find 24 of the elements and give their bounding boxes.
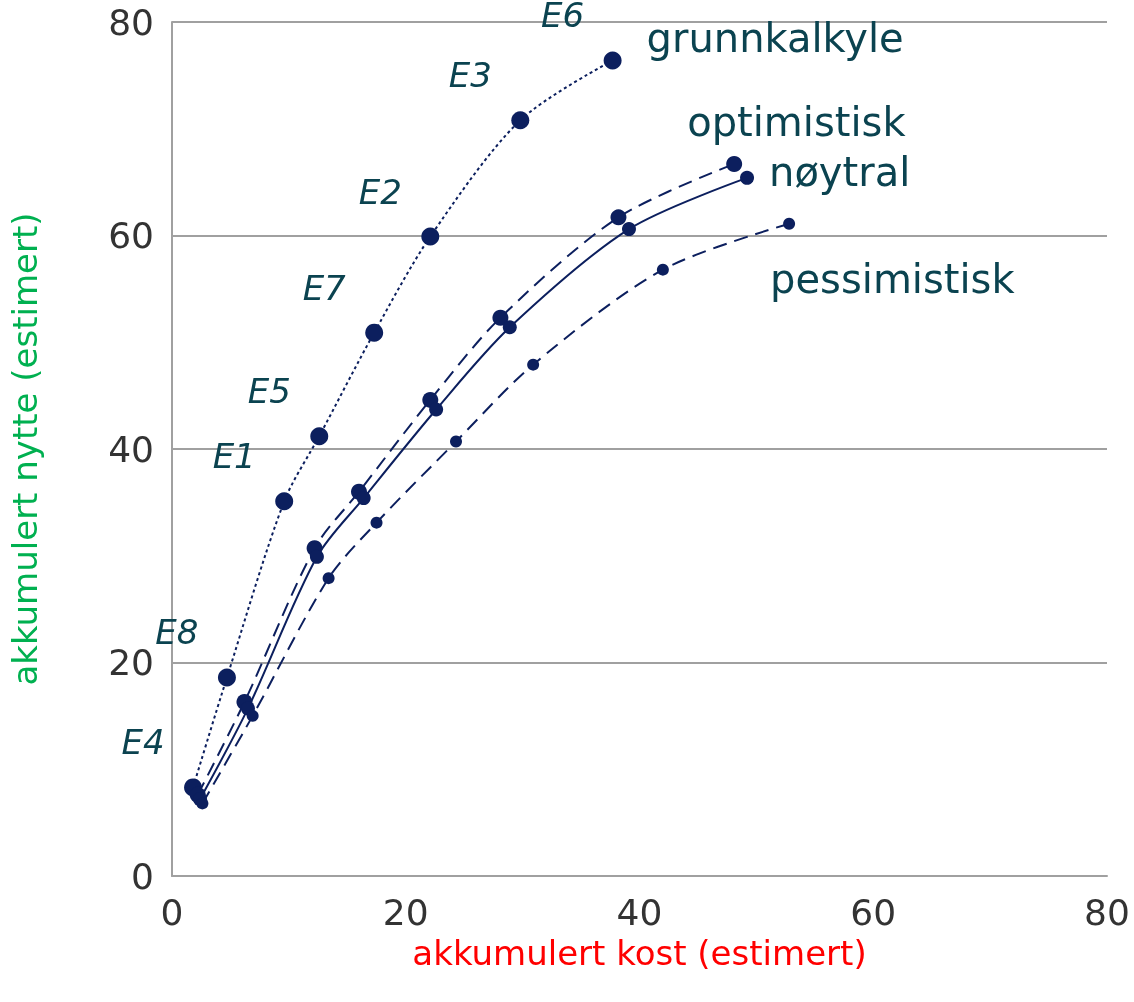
annotation: E1 [212, 436, 256, 477]
series-label: nøytral [769, 148, 911, 195]
x-tick-label: 80 [1084, 891, 1130, 933]
x-tick-label: 20 [382, 891, 429, 933]
y-tick-label: 0 [131, 855, 154, 897]
annotation: E2 [358, 171, 402, 212]
x-axis-title: akkumulert kost (estimert) [412, 933, 867, 973]
y-axis-title: akkumulert nytte (estimert) [5, 212, 45, 686]
annotation: E4 [121, 722, 165, 763]
y-tick-label: 20 [108, 642, 154, 683]
annotation: E6 [541, 0, 585, 36]
annotation: E7 [302, 267, 347, 308]
x-tick-label: 0 [160, 891, 184, 933]
y-tick-label: 60 [108, 215, 154, 256]
series-label: optimistisk [687, 98, 907, 145]
series-label: pessimistisk [770, 255, 1016, 302]
annotation: E8 [155, 612, 199, 653]
annotation: E3 [448, 55, 492, 96]
series-label: grunnkalkyle [646, 15, 904, 62]
x-tick-label: 40 [616, 891, 663, 933]
y-tick-label: 40 [108, 428, 154, 470]
x-tick-label: 60 [850, 891, 897, 933]
annotation: E5 [247, 371, 291, 412]
y-tick-label: 80 [108, 1, 154, 43]
